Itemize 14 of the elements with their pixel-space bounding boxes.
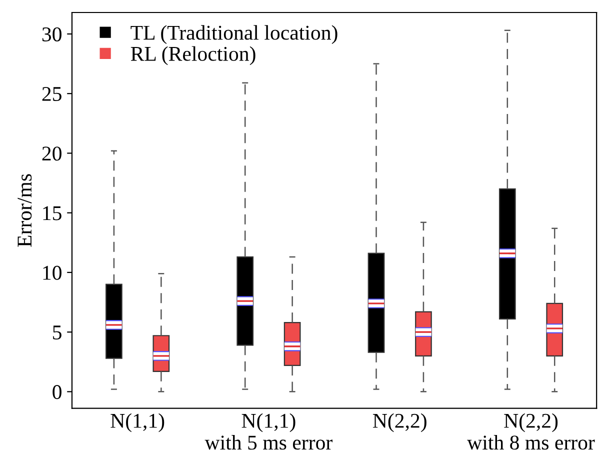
y-tick-label: 0 [52, 385, 62, 400]
y-tick-label: 10 [43, 266, 62, 280]
x-tick-label: N(2,2) with 8 ms error [467, 413, 595, 450]
legend-label: TL (Traditional location) [130, 25, 338, 44]
y-tick-label: 20 [42, 146, 62, 161]
x-tick-label: N(1,1) [110, 413, 164, 432]
y-tick-label: 25 [42, 87, 62, 102]
y-tick-label: 30 [42, 27, 62, 42]
y-tick-label: 15 [43, 206, 62, 220]
y-axis-title: Error/ms [18, 174, 32, 247]
x-tick-label: N(1,1) with 5 ms error [204, 413, 332, 450]
legend-label: RL (Reloction) [130, 46, 256, 66]
x-tick-label: N(2,2) [372, 413, 426, 432]
y-tick-label: 5 [53, 326, 62, 340]
